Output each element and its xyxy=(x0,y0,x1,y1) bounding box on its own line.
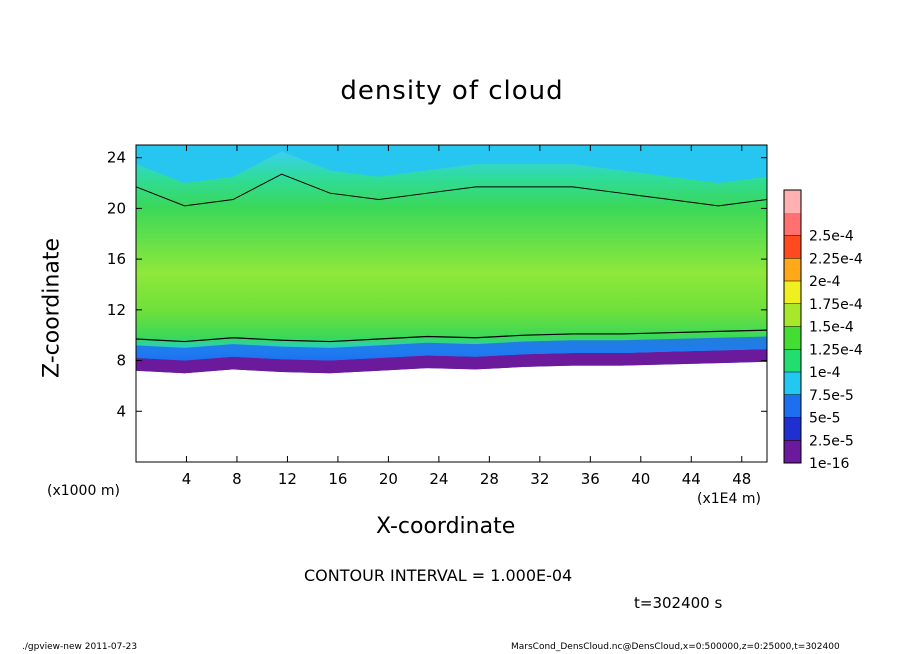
contour-line-lower xyxy=(135,329,768,343)
colorbar-segment xyxy=(784,394,801,418)
cloud-blue-layer xyxy=(136,336,767,361)
plot-area xyxy=(135,145,768,462)
colorbar-label: 5e-5 xyxy=(809,411,840,427)
x-tick-label: 8 xyxy=(232,470,242,488)
x-tick-label: 28 xyxy=(480,470,499,488)
y-tick-label: 16 xyxy=(107,250,126,268)
contour-line-upper xyxy=(135,173,768,207)
x-unit-left: (x1000 m) xyxy=(47,483,120,499)
time-label: t=302400 s xyxy=(634,594,723,612)
colorbar-segment xyxy=(784,235,801,259)
colorbar-label: 1e-4 xyxy=(809,365,841,381)
colorbar-segment xyxy=(784,303,801,327)
colorbar-label: 2.5e-4 xyxy=(809,229,854,245)
y-tick-label: 12 xyxy=(107,301,126,319)
colorbar-segment xyxy=(784,326,801,350)
y-tick-label: 8 xyxy=(116,352,126,370)
cloud-base-layer xyxy=(136,349,767,374)
x-axis-label: X-coordinate xyxy=(376,514,516,539)
colorbar-label: 1e-16 xyxy=(809,456,849,472)
x-tick-label: 40 xyxy=(631,470,650,488)
y-tick-label: 4 xyxy=(116,402,126,420)
x-tick-label: 12 xyxy=(278,470,297,488)
x-tick-label: 4 xyxy=(182,470,192,488)
footer-left: ./gpview-new 2011-07-23 xyxy=(22,642,138,652)
colorbar-label: 1.5e-4 xyxy=(809,320,854,336)
contour-interval-label: CONTOUR INTERVAL = 1.000E-04 xyxy=(304,566,573,585)
x-tick-label: 32 xyxy=(530,470,549,488)
colorbar-label: 2.5e-5 xyxy=(809,433,854,449)
x-tick-label: 36 xyxy=(581,470,600,488)
x-tick-label: 16 xyxy=(328,470,347,488)
cloud-field xyxy=(136,151,767,374)
y-tick-label: 24 xyxy=(107,149,126,167)
x-unit-right: (x1E4 m) xyxy=(697,491,761,507)
colorbar-segment xyxy=(784,440,801,463)
colorbar: 1e-16 2.5e-5 5e-5 7.5e-5 1e-4 1.25e-4 1.5e-4 1.… xyxy=(783,189,863,472)
colorbar-segment xyxy=(784,190,801,213)
colorbar-label: 7.5e-5 xyxy=(809,388,854,404)
x-tick-label: 44 xyxy=(682,470,701,488)
colorbar-label: 2e-4 xyxy=(809,274,841,290)
x-tick-label: 24 xyxy=(429,470,448,488)
colorbar-segment xyxy=(784,349,801,372)
footer-right: MarsCond_DensCloud.nc@DensCloud,x=0:5000… xyxy=(511,642,840,652)
y-tick-label: 20 xyxy=(107,199,126,217)
colorbar-segment xyxy=(784,212,801,236)
colorbar-label: 1.25e-4 xyxy=(809,342,863,358)
colorbar-label: 2.25e-4 xyxy=(809,251,863,267)
plot-frame xyxy=(135,144,768,463)
colorbar-label: 1.75e-4 xyxy=(809,297,863,313)
colorbar-segment xyxy=(784,258,801,281)
colorbar-segment xyxy=(784,281,801,304)
chart-title: density of cloud xyxy=(340,76,564,106)
colorbar-segment xyxy=(784,417,801,441)
colorbar-segment xyxy=(784,372,801,395)
x-tick-label: 48 xyxy=(732,470,751,488)
x-tick-label: 20 xyxy=(379,470,398,488)
